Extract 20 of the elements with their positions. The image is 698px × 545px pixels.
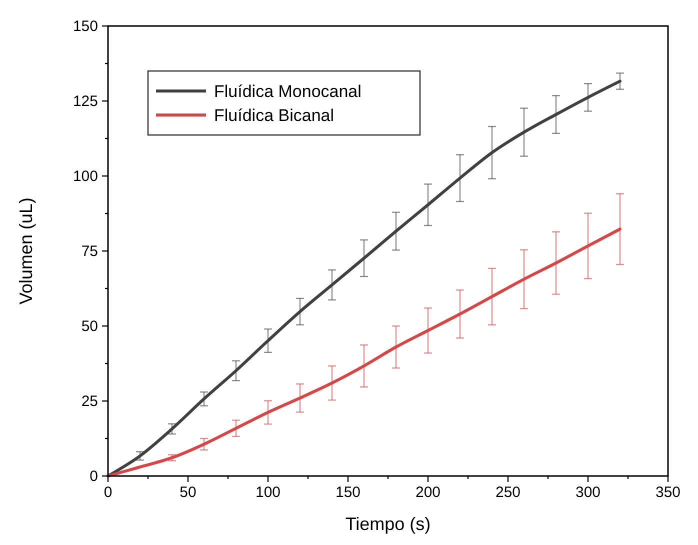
y-tick-label: 150 <box>72 18 98 35</box>
y-axis-title: Volumen (uL) <box>16 197 36 305</box>
y-tick-label: 0 <box>90 468 98 485</box>
x-tick-label: 250 <box>495 484 521 501</box>
y-tick-label: 50 <box>81 318 98 335</box>
x-tick-label: 0 <box>104 484 112 501</box>
legend-label: Fluídica Monocanal <box>214 82 362 101</box>
y-tick-label: 25 <box>81 393 98 410</box>
line-series <box>106 228 622 478</box>
y-tick-label: 125 <box>72 93 98 110</box>
x-tick-label: 350 <box>655 484 681 501</box>
legend-label: Fluídica Bicanal <box>214 106 334 125</box>
x-axis-title: Tiempo (s) <box>345 514 431 534</box>
x-tick-label: 300 <box>575 484 601 501</box>
x-tick-label: 150 <box>335 484 361 501</box>
x-tick-label: 200 <box>415 484 441 501</box>
x-tick-label: 50 <box>180 484 196 501</box>
y-tick-label: 75 <box>81 243 98 260</box>
x-tick-label: 100 <box>255 484 281 501</box>
y-tick-label: 100 <box>72 168 98 185</box>
